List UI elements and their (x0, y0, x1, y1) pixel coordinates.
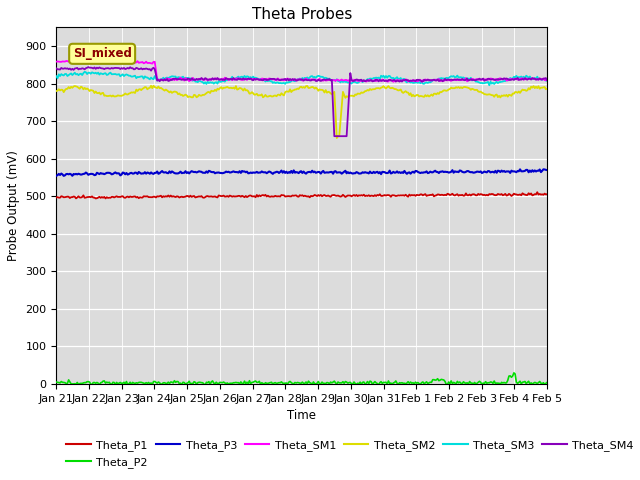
Title: Theta Probes: Theta Probes (252, 7, 352, 22)
Legend: Theta_P1, Theta_P2, Theta_P3, Theta_SM1, Theta_SM2, Theta_SM3, Theta_SM4: Theta_P1, Theta_P2, Theta_P3, Theta_SM1,… (62, 436, 638, 472)
X-axis label: Time: Time (287, 409, 316, 422)
Text: SI_mixed: SI_mixed (73, 48, 132, 60)
Y-axis label: Probe Output (mV): Probe Output (mV) (7, 150, 20, 261)
